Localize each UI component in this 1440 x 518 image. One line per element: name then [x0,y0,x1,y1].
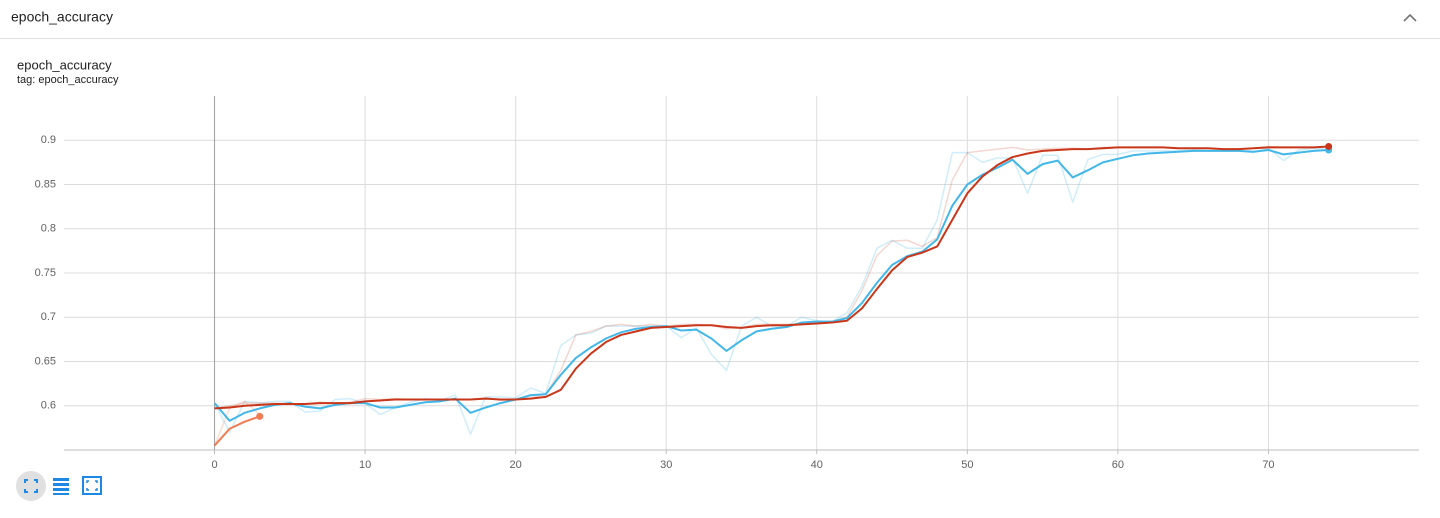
series-line [213,148,1329,422]
x-tick-label: 50 [961,459,973,471]
header-title: epoch_accuracy [11,9,113,25]
plot: 0.6 0.65 0.7 0.75 0.8 0.85 0.9 0 10 20 30 40 50 60 70 [35,96,1419,471]
series-line [214,145,1329,410]
series-line [213,415,261,447]
x-tick-label: 70 [1262,459,1274,471]
y-tick-label: 0.65 [35,355,56,367]
x-tick-label: 30 [660,459,672,471]
collapse-button[interactable] [1403,13,1417,22]
y-tick-label: 0.75 [35,267,56,279]
card-title: epoch_accuracy [17,57,112,72]
y-tick-label: 0.8 [41,223,56,235]
y-tick-label: 0.85 [35,178,56,190]
card-tag: tag: epoch_accuracy [17,74,119,86]
series-line [213,400,261,446]
end-marker [256,412,264,420]
y-tick-label: 0.6 [41,400,56,412]
y-tick-label: 0.9 [41,134,56,146]
end-marker [1325,142,1333,150]
fullscreen-button[interactable] [16,471,46,501]
log-scale-button[interactable] [53,478,69,495]
x-tick-label: 0 [211,459,217,471]
y-tick-label: 0.7 [41,311,56,323]
x-tick-label: 20 [510,459,522,471]
fit-domain-button[interactable] [82,476,102,495]
x-tick-label: 60 [1112,459,1124,471]
series-line [214,145,1329,410]
x-tick-label: 10 [359,459,371,471]
series-line [213,147,1329,435]
x-tick-label: 40 [811,459,823,471]
